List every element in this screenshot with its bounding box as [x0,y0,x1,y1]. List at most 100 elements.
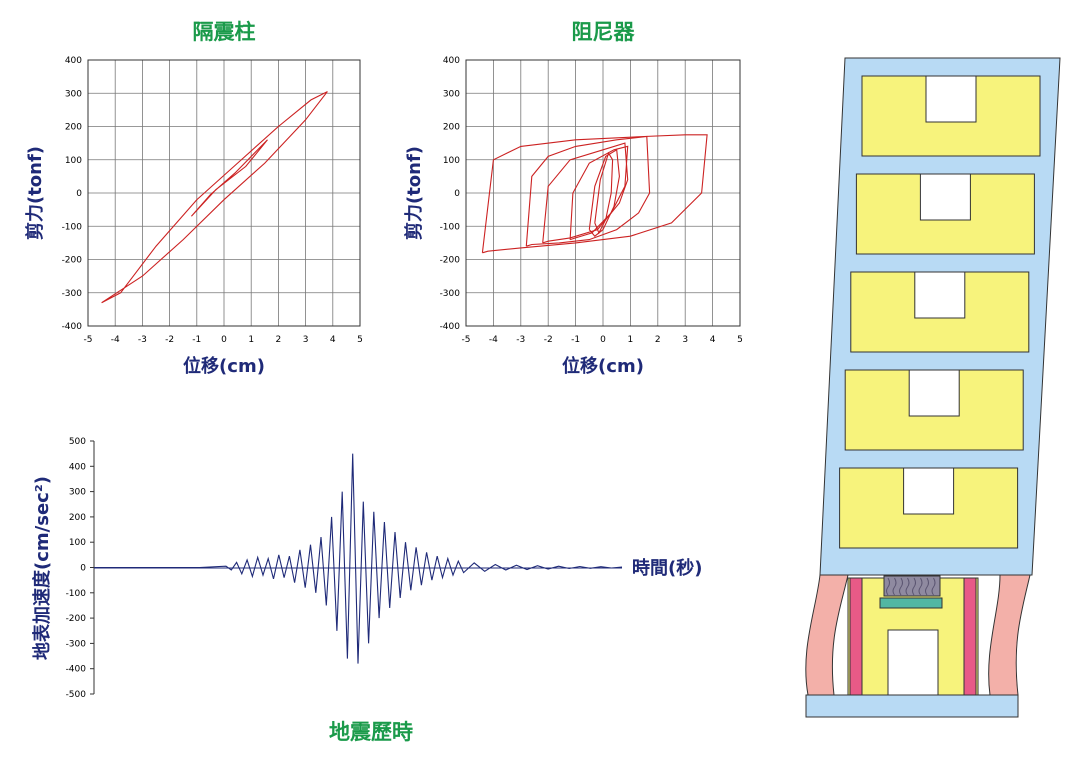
x-tick-label: 2 [655,335,661,345]
y-tick-label: 200 [65,123,82,133]
coil-spring [905,577,910,596]
hysteresis-loop [525,135,651,247]
x-tick-label: 5 [737,335,743,345]
y-tick-label: 400 [443,56,460,66]
story-panels [839,75,1041,549]
chart2-grid [465,59,741,327]
chart2-series [481,134,708,254]
chart3-series [94,453,623,664]
x-tick-label: 1 [628,335,634,345]
hysteresis-loop [481,134,708,254]
y-tick-label: -200 [62,256,83,266]
y-tick-label: 0 [76,189,82,199]
hysteresis-loop [101,91,328,304]
x-tick-label: 2 [276,335,282,345]
right-flexible-column [988,574,1031,696]
y-tick-label: 300 [65,89,82,99]
coil-spring [892,577,897,596]
hysteresis-loop [588,148,620,237]
coil-spring [886,577,890,596]
chart1-xlabel: 位移(cm) [183,355,265,377]
x-tick-label: 0 [600,335,606,345]
chart1-series [101,91,328,304]
foundation-slab [805,694,1019,718]
y-tick-label: 100 [69,538,86,548]
chart3-yticks: 500 400 300 200 100 0 -100 -200 -300 -400 -500 [66,437,94,700]
x-tick-label: -1 [192,335,201,345]
coil-spring [912,577,916,596]
chart2-yticks: 400 300 200 100 0 -100 -200 -300 -400 [440,56,461,332]
chart-damper: 阻尼器 400 300 200 100 0 -100 -200 -300 -400 -5 -4 -3… [403,20,743,377]
y-tick-label: 200 [69,513,86,523]
coil-spring [899,577,903,596]
chart2-title: 阻尼器 [572,20,636,44]
x-tick-label: -5 [462,335,471,345]
y-tick-label: 500 [69,437,86,447]
chart3-ylabel: 地表加速度(cm/sec²) [31,476,53,660]
y-tick-label: -300 [440,289,461,299]
y-tick-label: 300 [443,89,460,99]
window-opening [914,271,966,319]
chart2-xlabel: 位移(cm) [562,355,644,377]
x-tick-label: -5 [84,335,93,345]
y-tick-label: -200 [440,256,461,266]
damper-device [883,575,941,597]
chart1-xticks: -5 -4 -3 -2 -1 0 1 2 3 4 5 [84,335,363,345]
x-tick-label: 3 [682,335,688,345]
chart1-ylabel: 剪力(tonf) [24,146,46,240]
y-tick-label: 0 [454,189,460,199]
y-tick-label: -100 [62,222,83,232]
x-tick-label: -1 [571,335,580,345]
y-tick-label: 400 [69,462,86,472]
damper-base-plate [879,597,943,609]
y-tick-label: -400 [62,322,83,332]
x-tick-label: 4 [710,335,716,345]
isolator-left [849,577,863,696]
left-flexible-column [805,574,849,696]
x-tick-label: -3 [516,335,525,345]
x-tick-label: -2 [165,335,174,345]
chart1-grid [87,59,361,327]
x-tick-label: 3 [303,335,309,345]
hysteresis-loop [569,145,629,241]
x-tick-label: -3 [138,335,147,345]
chart1-frame [87,59,361,327]
y-tick-label: 200 [443,123,460,133]
window-opening [919,173,971,221]
chart2-ylabel: 剪力(tonf) [403,146,425,240]
chart1-title: 隔震柱 [193,20,256,44]
x-tick-label: 0 [221,335,227,345]
x-tick-label: -2 [544,335,553,345]
y-tick-label: -300 [66,639,87,649]
hysteresis-loop [594,151,614,235]
x-tick-label: 5 [357,335,363,345]
y-tick-label: 300 [69,488,86,498]
x-tick-label: 1 [248,335,254,345]
y-tick-label: -400 [66,665,87,675]
building-illustration [805,57,1061,718]
ground-door-opening [887,629,939,696]
chart-isolation-column: 隔震柱 400 300 200 100 0 -100 -200 -300 -400 -5 -4 -3… [24,20,363,377]
window-opening [908,369,960,417]
y-tick-label: -400 [440,322,461,332]
hysteresis-loop [542,142,629,244]
coil-spring [925,577,929,596]
coil-spring [931,577,936,596]
chart3-title: 地震歷時 [329,720,413,744]
x-tick-label: -4 [111,335,120,345]
x-tick-label: 4 [330,335,336,345]
chart3-xlabel: 時間(秒) [632,557,702,579]
y-tick-label: -300 [62,289,83,299]
y-tick-label: 0 [80,564,86,574]
y-tick-label: 400 [65,56,82,66]
y-tick-label: -100 [66,589,87,599]
y-tick-label: -200 [66,614,87,624]
chart-earthquake-history: 500 400 300 200 100 0 -100 -200 -300 -400 -500 地表加… [31,437,702,744]
damper-coils [886,577,936,596]
coil-spring [918,577,923,596]
y-tick-label: 100 [443,156,460,166]
chart2-frame [465,59,741,327]
y-tick-label: 100 [65,156,82,166]
isolator-right [963,577,977,696]
